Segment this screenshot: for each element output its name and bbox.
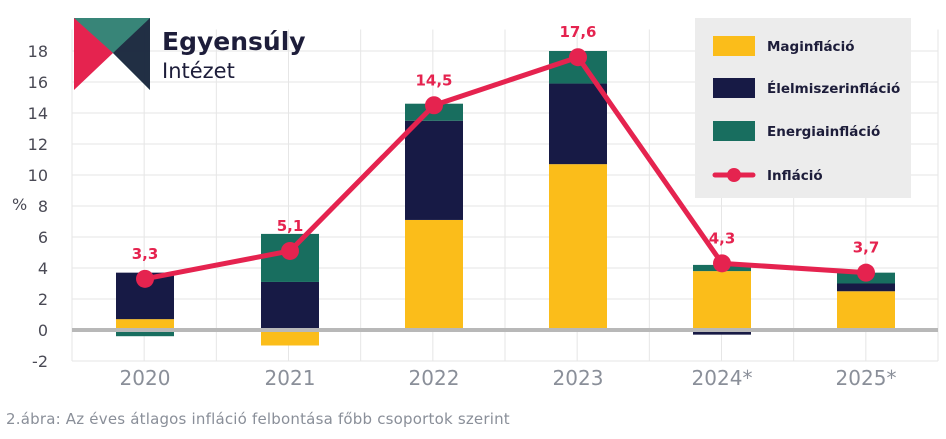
x-tick-label: 2023 <box>553 366 604 390</box>
x-tick-label: 2020 <box>120 366 171 390</box>
x-tick-label: 2025* <box>836 366 897 390</box>
logo-navy-shape <box>113 18 150 90</box>
y-tick-label: 4 <box>38 259 48 278</box>
data-label: 4,3 <box>709 229 736 247</box>
y-tick-label: 18 <box>28 42 48 61</box>
y-tick-label: 8 <box>38 197 48 216</box>
logo-line2: Intézet <box>162 59 235 83</box>
bar-segment <box>837 291 895 330</box>
y-tick-label: 16 <box>28 73 48 92</box>
bar-segment <box>549 164 607 330</box>
y-tick-label: 14 <box>28 104 48 123</box>
bar-segment <box>261 330 319 346</box>
inflation-chart: % -2 0 2 4 6 8 10 12 14 16 18 2020 2021 2022 2023 2024… <box>12 18 939 390</box>
bar-segment <box>261 281 319 330</box>
inflation-point <box>136 269 154 288</box>
bar-segment <box>116 319 174 330</box>
logo-line1: Egyensúly <box>162 27 306 56</box>
logo-red-shape <box>74 18 150 90</box>
legend-label: Élelmiszerinfláció <box>767 80 900 97</box>
y-tick-label: -2 <box>32 352 48 371</box>
legend-swatch <box>713 121 755 141</box>
y-axis-label: % <box>12 195 27 214</box>
bar-segment <box>693 330 751 335</box>
figure-caption: 2.ábra: Az éves átlagos infláció felbont… <box>6 410 510 428</box>
logo: Egyensúly Intézet <box>74 18 306 90</box>
inflation-point <box>281 241 299 260</box>
x-tick-label: 2024* <box>692 366 753 390</box>
data-label: 3,7 <box>853 239 880 257</box>
x-axis: 2020 2021 2022 2023 2024* 2025* <box>120 366 897 390</box>
legend: Maginfláció Élelmiszerinfláció Energiainfl… <box>695 18 911 198</box>
bar-segment <box>693 271 751 330</box>
inflation-polyline <box>142 54 869 282</box>
zero-baseline <box>72 328 938 332</box>
y-tick-label: 12 <box>28 135 48 154</box>
bar-segment <box>549 83 607 165</box>
zero-line <box>72 328 938 332</box>
y-axis: % -2 0 2 4 6 8 10 12 14 16 18 <box>12 42 48 371</box>
bar-segment <box>405 219 463 330</box>
inflation-point <box>425 96 443 115</box>
bar-segment <box>837 283 895 292</box>
data-label: 17,6 <box>559 23 596 41</box>
legend-label: Energiainfláció <box>767 124 880 140</box>
bar-segment <box>116 330 174 337</box>
data-label: 5,1 <box>277 217 304 235</box>
x-tick-label: 2021 <box>265 366 316 390</box>
data-label: 14,5 <box>415 71 452 89</box>
bars <box>116 51 895 346</box>
y-tick-label: 10 <box>28 166 48 185</box>
legend-label: Maginfláció <box>767 39 854 55</box>
inflation-point <box>713 254 731 273</box>
y-tick-label: 2 <box>38 290 48 309</box>
inflation-point <box>857 263 875 282</box>
data-label: 3,3 <box>132 245 159 263</box>
y-tick-label: 6 <box>38 228 48 247</box>
legend-swatch <box>713 78 755 98</box>
inflation-point <box>569 48 587 67</box>
inflation-line: 3,3 5,1 14,5 17,6 4,3 3,7 <box>132 23 880 288</box>
x-tick-label: 2022 <box>409 366 460 390</box>
legend-label: Infláció <box>767 168 823 184</box>
bar-segment <box>405 120 463 220</box>
y-tick-label: 0 <box>38 321 48 340</box>
legend-swatch <box>713 36 755 56</box>
legend-swatch-marker <box>727 168 741 182</box>
